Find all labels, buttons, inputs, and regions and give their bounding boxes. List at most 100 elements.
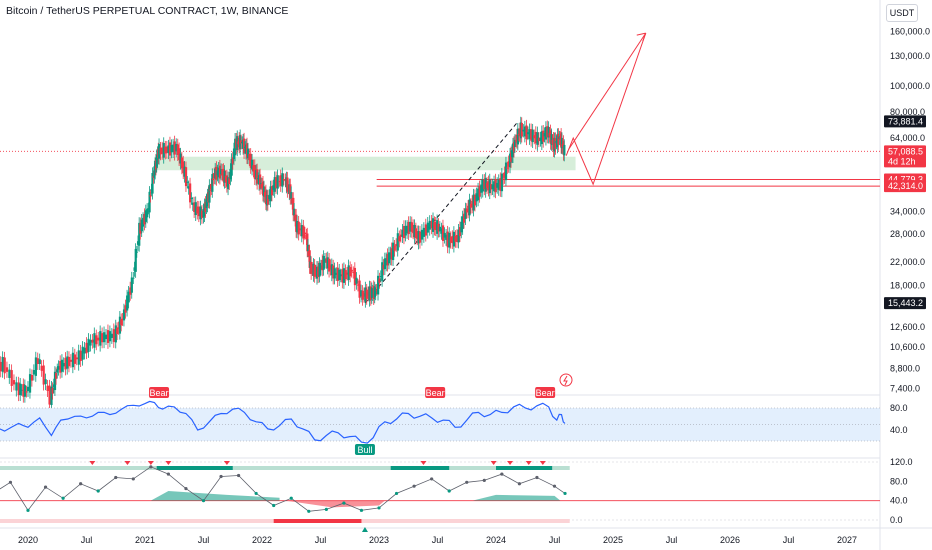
candle-body (175, 143, 178, 152)
osc-area (285, 500, 385, 508)
candle-body (300, 225, 303, 237)
candle-body (486, 182, 489, 188)
osc-point (342, 501, 346, 505)
signal-triangle (507, 461, 514, 465)
candle-body (234, 138, 237, 156)
candle-body (187, 186, 190, 189)
candle-body (313, 264, 316, 277)
candle-body (507, 161, 510, 167)
candle-body (338, 269, 341, 281)
candle-body (513, 139, 517, 148)
candle-body (53, 371, 57, 391)
osc-point (131, 477, 135, 481)
candle-body (302, 225, 305, 239)
x-tick-label: 2020 (18, 535, 38, 545)
candle-body (10, 370, 13, 386)
candle-body (329, 265, 332, 270)
candle-body (83, 347, 86, 354)
price-label-sublabel: 4d 12h (888, 156, 916, 166)
x-tick-label: Jul (783, 535, 795, 545)
candle-body (360, 290, 363, 297)
osc-status-strip (496, 466, 553, 470)
candle-body (377, 275, 380, 295)
osc-point (394, 491, 399, 496)
candle-body (193, 202, 196, 212)
candle-body (406, 225, 409, 233)
candle-body (463, 213, 466, 223)
candle-body (117, 327, 120, 329)
x-tick-label: 2025 (603, 535, 623, 545)
rsi-tick-label: 40.0 (890, 425, 908, 435)
candle-body (179, 153, 182, 164)
candle-body (143, 214, 146, 225)
candle-body (212, 178, 215, 181)
candle-body (469, 203, 473, 208)
candle-body (461, 216, 464, 229)
candle-body (162, 142, 165, 158)
y-tick-label: 160,000.0 (890, 27, 930, 37)
candle-body (472, 194, 475, 211)
candle-body (275, 177, 278, 188)
candle-body (69, 359, 73, 362)
candle-body (522, 129, 525, 132)
candle-body (336, 267, 339, 281)
candle-body (356, 284, 360, 286)
candle-body (199, 206, 202, 220)
candle-body (375, 289, 378, 291)
divergence-tag-text: Bear (536, 388, 555, 398)
candle-body (140, 219, 143, 232)
candle-body (81, 346, 84, 360)
candle-body (180, 157, 184, 169)
candle-body (38, 359, 41, 365)
candle-body (546, 126, 549, 138)
candle-body (183, 166, 186, 177)
y-tick-label: 22,000.0 (890, 257, 925, 267)
candle-body (173, 141, 176, 155)
candle-body (240, 140, 243, 144)
candle-body (184, 167, 188, 187)
candle-body (441, 225, 445, 241)
candle-body (432, 218, 435, 232)
candle-body (547, 126, 550, 138)
candle-body (383, 258, 387, 270)
candle-body (227, 177, 230, 190)
candle-body (1, 356, 4, 372)
candle-body (60, 359, 64, 372)
candle-body (436, 220, 439, 234)
candle-body (230, 158, 233, 176)
currency-button[interactable]: USDT (886, 4, 918, 22)
signal-triangle (124, 461, 131, 465)
candle-body (422, 227, 426, 237)
rsi-tick-label: 80.0 (890, 403, 908, 413)
candle-body (484, 178, 487, 192)
osc-point (447, 489, 451, 493)
candle-body (362, 293, 366, 297)
candle-body (554, 138, 557, 149)
candle-body (387, 252, 391, 264)
alert-icon (559, 373, 573, 387)
candle-body (493, 181, 496, 192)
candle-body (142, 217, 145, 227)
osc-point (465, 480, 469, 484)
projection-path (568, 32, 647, 150)
candle-body (151, 173, 154, 194)
candle-body (22, 384, 25, 397)
candle-body (112, 329, 115, 342)
candle-body (475, 193, 478, 202)
candle-body (222, 168, 225, 181)
osc-point (482, 478, 486, 482)
candle-body (286, 177, 289, 192)
candle-body (89, 339, 92, 346)
candle-body (330, 264, 334, 276)
candle-body (85, 342, 88, 354)
candle-body (409, 221, 412, 232)
candle-body (130, 277, 133, 293)
candle-body (488, 179, 491, 194)
candle-body (165, 146, 169, 153)
signal-triangle (147, 461, 154, 465)
candle-body (365, 289, 368, 299)
candle-body (197, 206, 201, 217)
candle-body (268, 194, 271, 200)
candle-body (481, 179, 484, 192)
